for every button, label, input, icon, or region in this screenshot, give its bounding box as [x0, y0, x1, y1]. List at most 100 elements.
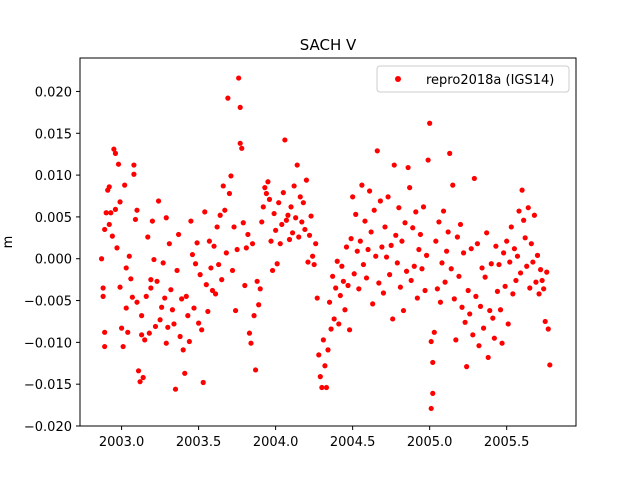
data-point	[453, 337, 459, 343]
data-point	[464, 364, 470, 370]
data-point	[283, 217, 290, 223]
data-point	[123, 305, 129, 311]
data-point	[109, 233, 115, 239]
data-point	[208, 265, 214, 271]
data-point	[273, 227, 279, 233]
data-point	[322, 363, 328, 369]
data-point	[487, 307, 493, 314]
data-point	[454, 234, 460, 240]
data-point	[189, 251, 196, 258]
data-point	[229, 267, 236, 274]
data-point	[160, 260, 166, 266]
data-point	[245, 231, 251, 238]
data-point	[493, 243, 499, 249]
data-point	[382, 224, 388, 230]
data-point	[433, 238, 439, 244]
data-point	[507, 259, 513, 265]
data-point	[174, 267, 180, 274]
data-point	[411, 263, 417, 269]
data-point	[410, 225, 416, 231]
data-point	[123, 265, 129, 271]
data-point	[316, 352, 322, 358]
data-point	[379, 244, 385, 250]
data-point	[340, 278, 346, 284]
data-point	[402, 220, 408, 226]
data-point	[467, 311, 473, 317]
data-point	[405, 164, 411, 171]
data-point	[216, 261, 222, 268]
data-point	[439, 260, 445, 266]
data-point	[100, 285, 106, 291]
data-point	[205, 308, 211, 315]
data-point	[480, 325, 487, 331]
legend-marker	[395, 76, 401, 82]
data-point	[474, 241, 481, 247]
data-point	[326, 299, 333, 305]
data-point	[248, 340, 254, 346]
data-point	[545, 326, 551, 332]
x-tick-label: 2005.0	[407, 435, 453, 450]
data-point	[129, 294, 135, 300]
data-point	[143, 293, 149, 299]
data-point	[408, 277, 414, 284]
data-point	[175, 231, 182, 238]
data-point	[98, 256, 105, 262]
data-point	[311, 261, 317, 268]
data-point	[240, 220, 246, 226]
data-point	[325, 347, 331, 353]
x-tick-label: 2005.5	[484, 435, 530, 450]
data-point	[488, 261, 494, 267]
data-point	[154, 278, 160, 284]
data-point	[428, 338, 434, 345]
data-point	[457, 221, 464, 228]
data-point	[513, 277, 519, 284]
data-point	[183, 293, 189, 299]
data-point	[159, 304, 165, 310]
data-point	[353, 211, 359, 217]
data-point	[305, 259, 311, 265]
data-point	[377, 198, 383, 204]
data-point	[266, 196, 273, 202]
data-point	[117, 284, 123, 290]
data-point	[376, 280, 382, 286]
data-point	[236, 75, 242, 81]
data-point	[128, 276, 134, 282]
data-point	[271, 210, 277, 217]
y-tick-label: 0.015	[35, 127, 72, 142]
data-point	[171, 321, 177, 327]
data-point	[460, 250, 467, 256]
data-point	[303, 177, 310, 183]
data-point	[524, 263, 530, 269]
data-point	[172, 386, 179, 392]
data-point	[206, 238, 212, 244]
data-point	[342, 307, 348, 313]
data-point	[368, 229, 374, 235]
data-point	[242, 282, 248, 289]
data-point	[157, 317, 163, 323]
data-point	[209, 287, 216, 294]
data-point	[505, 321, 511, 327]
data-point	[333, 285, 339, 291]
data-point	[317, 374, 323, 380]
x-tick-label: 2003.0	[99, 435, 145, 450]
data-point	[122, 182, 128, 188]
data-point	[163, 215, 169, 221]
data-point	[239, 145, 245, 151]
data-point	[112, 150, 119, 156]
y-tick-label: −0.020	[24, 420, 72, 435]
data-point	[390, 316, 396, 322]
data-point	[182, 370, 188, 376]
data-point	[416, 246, 422, 253]
data-point	[106, 221, 112, 228]
data-point	[200, 379, 206, 386]
data-point	[214, 224, 220, 230]
data-point	[108, 210, 114, 216]
data-point	[359, 182, 365, 188]
data-point	[479, 265, 485, 271]
data-point	[232, 307, 239, 314]
data-point	[243, 245, 249, 251]
data-point	[131, 171, 137, 177]
data-point	[152, 323, 159, 330]
data-point	[459, 304, 465, 310]
